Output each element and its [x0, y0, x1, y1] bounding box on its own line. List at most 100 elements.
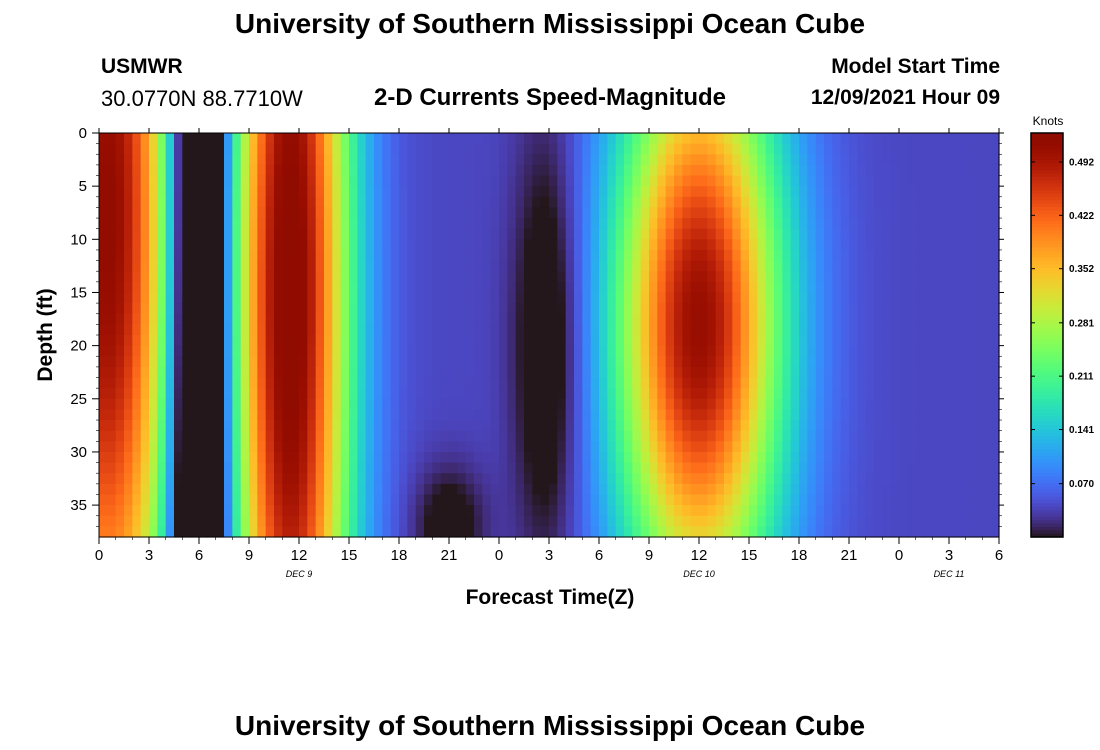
heatmap-cell: [124, 515, 133, 527]
heatmap-cell: [790, 218, 800, 230]
heatmap-cell: [990, 164, 1000, 177]
heatmap-cell: [632, 451, 642, 464]
heatmap-cell: [932, 249, 942, 262]
heatmap-cell: [740, 239, 750, 251]
heatmap-cell: [574, 313, 583, 325]
heatmap-cell: [340, 281, 350, 294]
heatmap-cell: [465, 388, 475, 400]
heatmap-cell: [807, 324, 817, 336]
heatmap-cell: [915, 207, 925, 219]
heatmap-cell: [382, 409, 392, 421]
colorbar-segment: [1031, 220, 1063, 225]
heatmap-cell: [140, 249, 150, 262]
heatmap-cell: [965, 515, 975, 527]
heatmap-cell: [374, 271, 383, 283]
heatmap-cell: [882, 175, 892, 187]
heatmap-cell: [857, 154, 867, 166]
heatmap-cell: [515, 175, 525, 187]
heatmap-cell: [174, 186, 183, 198]
heatmap-cell: [824, 175, 833, 187]
heatmap-cell: [915, 505, 925, 517]
heatmap-cell: [324, 526, 333, 538]
heatmap-cell: [157, 218, 167, 230]
heatmap-cell: [390, 271, 400, 283]
heatmap-cell: [590, 462, 600, 474]
heatmap-cell: [140, 473, 150, 485]
heatmap-cell: [799, 292, 808, 304]
heatmap-cell: [724, 345, 733, 357]
heatmap-cell: [899, 451, 908, 464]
heatmap-cell: [732, 345, 742, 357]
heatmap-cell: [674, 462, 683, 474]
heatmap-cell: [407, 462, 417, 474]
heatmap-cell: [765, 483, 775, 496]
heatmap-cell: [382, 483, 392, 496]
heatmap-cell: [924, 409, 933, 421]
heatmap-cell: [782, 218, 792, 230]
heatmap-cell: [640, 207, 650, 219]
heatmap-cell: [782, 335, 792, 347]
heatmap-cell: [524, 196, 533, 209]
heatmap-cell: [982, 218, 992, 230]
heatmap-cell: [157, 409, 167, 421]
heatmap-cell: [107, 505, 117, 517]
heatmap-cell: [599, 313, 608, 325]
heatmap-cell: [732, 186, 742, 198]
heatmap-cell: [240, 494, 250, 506]
heatmap-cell: [282, 281, 292, 294]
heatmap-cell: [865, 462, 875, 474]
heatmap-cell: [399, 239, 408, 251]
heatmap-cell: [574, 324, 583, 336]
heatmap-cell: [649, 313, 658, 325]
heatmap-cell: [557, 441, 567, 453]
heatmap-cell: [782, 430, 792, 442]
heatmap-cell: [882, 218, 892, 230]
heatmap-cell: [290, 133, 300, 145]
heatmap-cell: [924, 462, 933, 474]
heatmap-cell: [299, 441, 308, 453]
heatmap-cell: [149, 377, 158, 389]
heatmap-cell: [540, 388, 550, 400]
heatmap-cell: [257, 398, 267, 411]
heatmap-cell: [507, 249, 517, 262]
heatmap-cell: [774, 451, 783, 464]
heatmap-cell: [924, 281, 933, 294]
heatmap-cell: [190, 515, 200, 527]
x-tick-label: 3: [145, 547, 153, 564]
heatmap-cell: [490, 388, 500, 400]
heatmap-cell: [832, 494, 842, 506]
heatmap-cell: [665, 164, 675, 177]
heatmap-cell: [874, 515, 883, 527]
heatmap-cell: [215, 398, 225, 411]
heatmap-cell: [349, 239, 358, 251]
heatmap-cell: [840, 313, 850, 325]
heatmap-cell: [940, 175, 950, 187]
colorbar-segment: [1031, 257, 1063, 262]
heatmap-cell: [824, 154, 833, 166]
heatmap-cell: [149, 133, 158, 145]
heatmap-cell: [690, 345, 700, 357]
heatmap-cell: [957, 143, 967, 155]
heatmap-cell: [457, 356, 467, 368]
heatmap-cell: [382, 430, 392, 442]
heatmap-cell: [874, 451, 883, 464]
heatmap-cell: [474, 164, 483, 177]
heatmap-cell: [832, 292, 842, 304]
heatmap-cell: [740, 462, 750, 474]
heatmap-cell: [215, 313, 225, 325]
heatmap-cell: [174, 430, 183, 442]
heatmap-cell: [274, 388, 283, 400]
heatmap-cell: [524, 249, 533, 262]
heatmap-cell: [915, 313, 925, 325]
heatmap-cell: [657, 494, 667, 506]
heatmap-cell: [840, 196, 850, 209]
heatmap-cell: [407, 430, 417, 442]
heatmap-cell: [699, 335, 708, 347]
heatmap-cell: [599, 494, 608, 506]
heatmap-cell: [732, 441, 742, 453]
heatmap-cell: [990, 526, 1000, 538]
heatmap-cell: [607, 175, 617, 187]
heatmap-cell: [499, 451, 508, 464]
heatmap-cell: [340, 154, 350, 166]
heatmap-cell: [482, 494, 492, 506]
